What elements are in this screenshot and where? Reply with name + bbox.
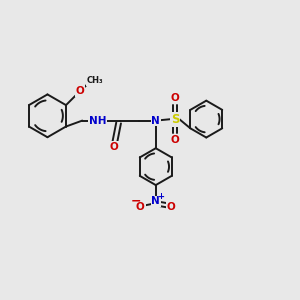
Text: NH: NH: [89, 116, 106, 126]
Text: CH₃: CH₃: [86, 76, 103, 85]
Text: O: O: [167, 202, 176, 212]
Text: S: S: [171, 112, 179, 126]
Text: O: O: [110, 142, 118, 152]
Text: O: O: [136, 202, 145, 212]
Text: N: N: [152, 116, 160, 126]
Text: −: −: [130, 194, 141, 207]
Text: +: +: [157, 193, 164, 202]
Text: O: O: [76, 86, 84, 96]
Text: O: O: [171, 135, 179, 145]
Text: O: O: [171, 93, 179, 103]
Text: N: N: [152, 196, 160, 206]
